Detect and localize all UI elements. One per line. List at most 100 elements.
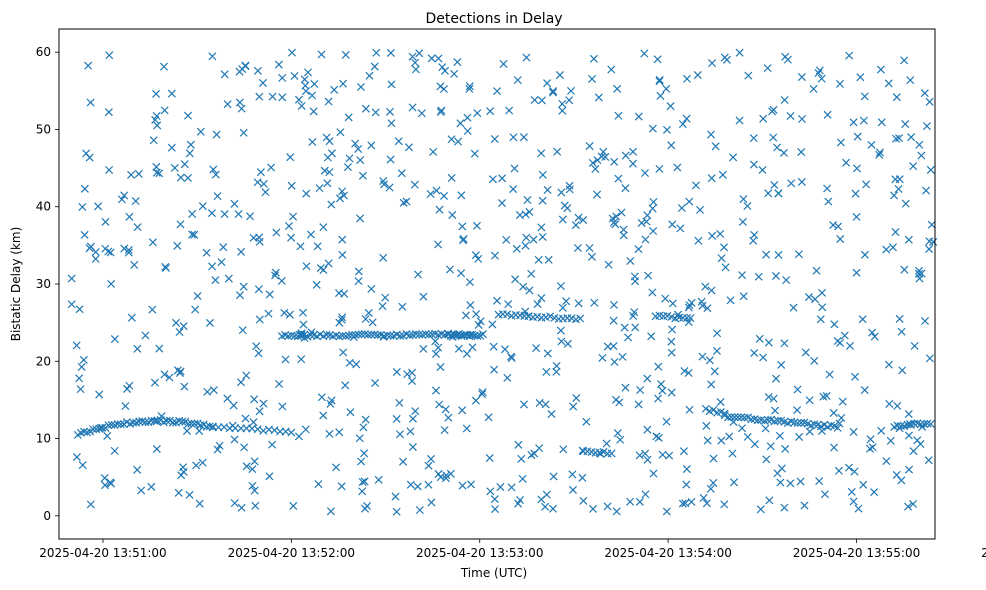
clutter-point [207, 209, 216, 218]
clutter-point [859, 480, 868, 489]
clutter-point [351, 139, 360, 148]
clutter-point [180, 382, 189, 391]
clutter-point [365, 71, 374, 80]
clutter-point [725, 432, 734, 441]
clutter-point [609, 300, 619, 309]
clutter-point [280, 308, 289, 317]
track-point [478, 330, 487, 339]
clutter-point [720, 53, 729, 62]
clutter-point [317, 50, 326, 59]
clutter-point [486, 107, 495, 116]
clutter-point [599, 147, 608, 156]
clutter-point [500, 345, 509, 354]
clutter-point [875, 150, 884, 159]
clutter-point [771, 271, 780, 280]
clutter-point [543, 349, 552, 358]
clutter-point [621, 383, 630, 392]
clutter-point [721, 263, 730, 272]
clutter-point [195, 426, 204, 435]
clutter-point [667, 348, 676, 357]
clutter-point [713, 329, 722, 338]
y-tick-label: 10 [36, 432, 51, 446]
clutter-point [824, 197, 833, 206]
clutter-point [703, 436, 712, 445]
clutter-point [610, 357, 619, 367]
clutter-point [782, 276, 791, 285]
clutter-point [488, 175, 497, 184]
clutter-point [613, 429, 622, 438]
clutter-point [215, 441, 224, 450]
clutter-point [408, 368, 417, 377]
clutter-point [345, 358, 354, 367]
clutter-point [325, 429, 334, 438]
clutter-point [656, 91, 665, 100]
clutter-point [107, 479, 116, 488]
clutter-point [759, 353, 768, 362]
clutter-point [684, 303, 693, 312]
clutter-point [411, 407, 420, 416]
clutter-point [360, 477, 369, 486]
clutter-point [133, 223, 142, 232]
clutter-point [773, 469, 782, 478]
clutter-point [110, 335, 119, 344]
track-point [903, 420, 912, 429]
track-point [763, 415, 772, 424]
clutter-point [252, 342, 261, 351]
track-point [424, 330, 433, 339]
clutter-point [555, 71, 564, 80]
clutter-point [258, 78, 267, 87]
track-point [910, 419, 919, 428]
clutter-point [904, 235, 913, 244]
track-point [341, 332, 350, 341]
clutter-point [72, 453, 81, 462]
clutter-point [490, 134, 499, 144]
clutter-point [894, 184, 903, 194]
clutter-point [301, 425, 310, 434]
clutter-point [439, 85, 448, 94]
clutter-point [647, 332, 656, 341]
track-point [797, 418, 806, 427]
clutter-point [211, 170, 220, 179]
clutter-point [868, 328, 877, 337]
clutter-point [787, 179, 796, 188]
clutter-point [78, 202, 87, 211]
clutter-point [341, 50, 350, 59]
clutter-point [296, 242, 305, 251]
clutter-point [85, 153, 94, 162]
clutter-point [424, 461, 433, 470]
clutter-point [397, 169, 406, 178]
clutter-point [78, 461, 87, 470]
clutter-point [223, 100, 232, 109]
x-axis-label: Time (UTC) [460, 566, 527, 580]
clutter-point [117, 195, 126, 204]
clutter-point [457, 191, 466, 200]
clutter-point [434, 469, 443, 478]
clutter-point [629, 147, 638, 156]
track-point [178, 417, 187, 426]
clutter-point [815, 477, 824, 486]
clutter-point [682, 480, 691, 489]
clutter-point [860, 92, 869, 101]
clutter-point [717, 254, 726, 263]
track-point [709, 405, 718, 415]
clutter-point [378, 302, 387, 311]
clutter-point [769, 394, 778, 403]
clutter-point [323, 153, 332, 162]
clutter-point [356, 82, 365, 92]
clutter-point [818, 303, 827, 312]
clutter-point [706, 130, 716, 139]
clutter-point [104, 247, 113, 256]
clutter-point [655, 164, 664, 173]
clutter-point [179, 322, 188, 331]
clutter-point [463, 113, 472, 122]
track-point [753, 416, 762, 425]
clutter-point [104, 108, 113, 117]
clutter-point [758, 165, 767, 175]
clutter-point [324, 259, 333, 268]
clutter-point [562, 297, 571, 306]
clutter-point [530, 96, 539, 105]
clutter-point [152, 112, 161, 121]
clutter-point [558, 303, 567, 312]
clutter-point [147, 482, 156, 491]
clutter-point [435, 205, 444, 214]
